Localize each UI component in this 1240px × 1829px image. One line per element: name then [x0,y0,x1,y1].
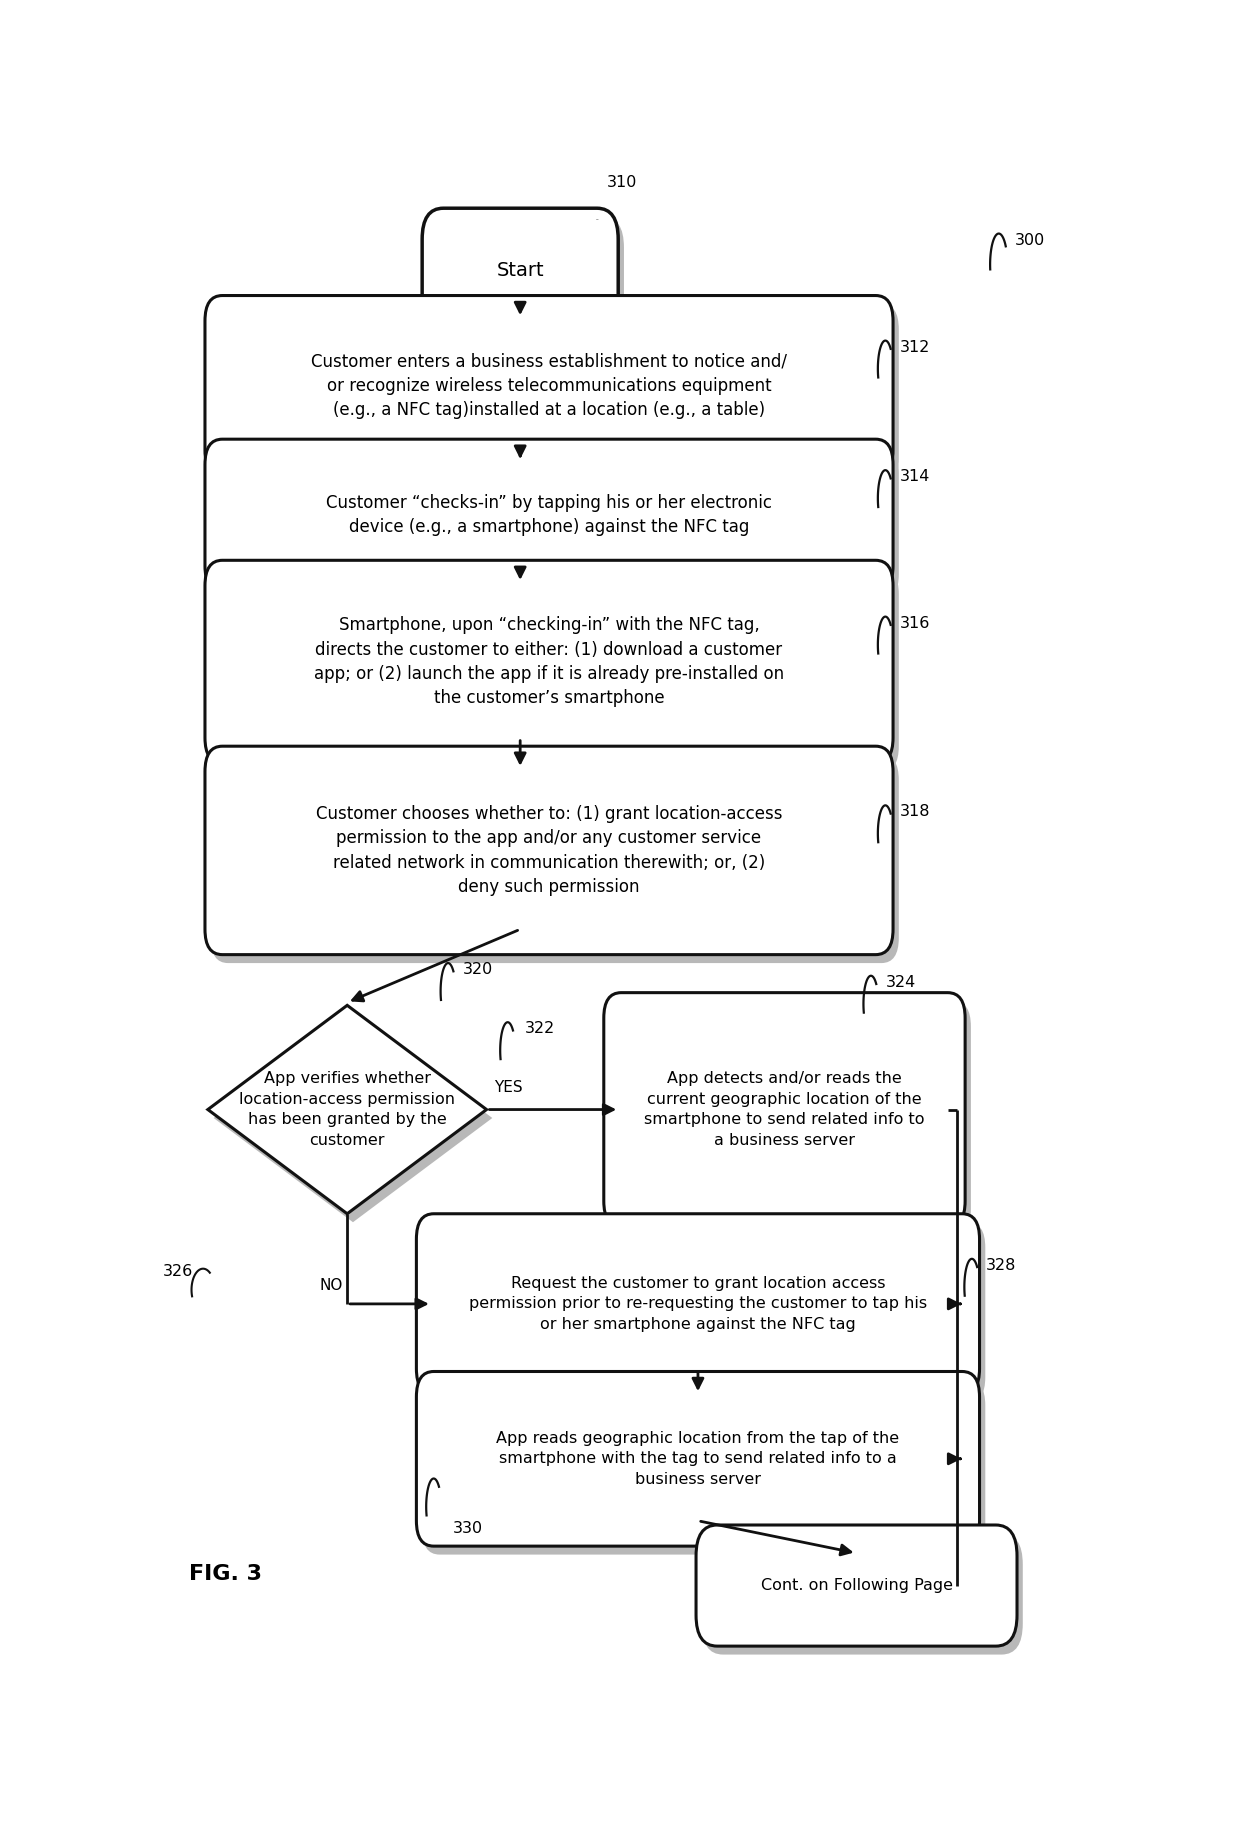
Text: YES: YES [495,1081,523,1096]
Text: 318: 318 [900,805,930,819]
Text: NO: NO [319,1278,342,1293]
FancyBboxPatch shape [422,1222,986,1403]
Text: Start: Start [496,262,544,280]
FancyBboxPatch shape [702,1533,1023,1655]
Text: 316: 316 [900,616,930,631]
FancyBboxPatch shape [211,304,899,485]
FancyBboxPatch shape [211,755,899,964]
FancyBboxPatch shape [211,448,899,600]
Polygon shape [208,1006,486,1214]
FancyBboxPatch shape [205,560,893,763]
FancyBboxPatch shape [696,1525,1017,1646]
Text: App verifies whether
location-access permission
has been granted by the
customer: App verifies whether location-access per… [239,1072,455,1147]
FancyBboxPatch shape [428,216,624,340]
Polygon shape [213,1013,492,1222]
FancyBboxPatch shape [211,569,899,772]
FancyBboxPatch shape [422,209,619,333]
Text: FIG. 3: FIG. 3 [188,1564,262,1584]
Text: Request the customer to grant location access
permission prior to re-requesting : Request the customer to grant location a… [469,1277,928,1332]
Text: 312: 312 [900,340,930,355]
Text: 324: 324 [885,975,915,989]
Text: Cont. on Following Page: Cont. on Following Page [760,1578,952,1593]
FancyBboxPatch shape [417,1214,980,1394]
Text: App reads geographic location from the tap of the
smartphone with the tag to sen: App reads geographic location from the t… [496,1430,899,1487]
Text: Customer enters a business establishment to notice and/
or recognize wireless te: Customer enters a business establishment… [311,353,787,419]
FancyBboxPatch shape [205,296,893,476]
Text: 322: 322 [525,1021,556,1037]
Text: Smartphone, upon “checking-in” with the NFC tag,
directs the customer to either:: Smartphone, upon “checking-in” with the … [314,616,784,708]
FancyBboxPatch shape [422,1379,986,1555]
FancyBboxPatch shape [610,1000,971,1235]
Text: 320: 320 [463,962,492,977]
FancyBboxPatch shape [417,1372,980,1546]
Text: 326: 326 [164,1264,193,1278]
Text: 314: 314 [900,470,930,485]
Text: App detects and/or reads the
current geographic location of the
smartphone to se: App detects and/or reads the current geo… [645,1072,925,1147]
Text: Customer chooses whether to: (1) grant location-access
permission to the app and: Customer chooses whether to: (1) grant l… [316,805,782,896]
FancyBboxPatch shape [604,993,965,1227]
Text: 328: 328 [986,1258,1017,1273]
FancyBboxPatch shape [205,439,893,591]
Text: 300: 300 [1016,232,1045,247]
Text: Customer “checks-in” by tapping his or her electronic
device (e.g., a smartphone: Customer “checks-in” by tapping his or h… [326,494,773,536]
Text: 330: 330 [453,1520,484,1536]
Text: 310: 310 [606,176,637,190]
FancyBboxPatch shape [205,746,893,955]
